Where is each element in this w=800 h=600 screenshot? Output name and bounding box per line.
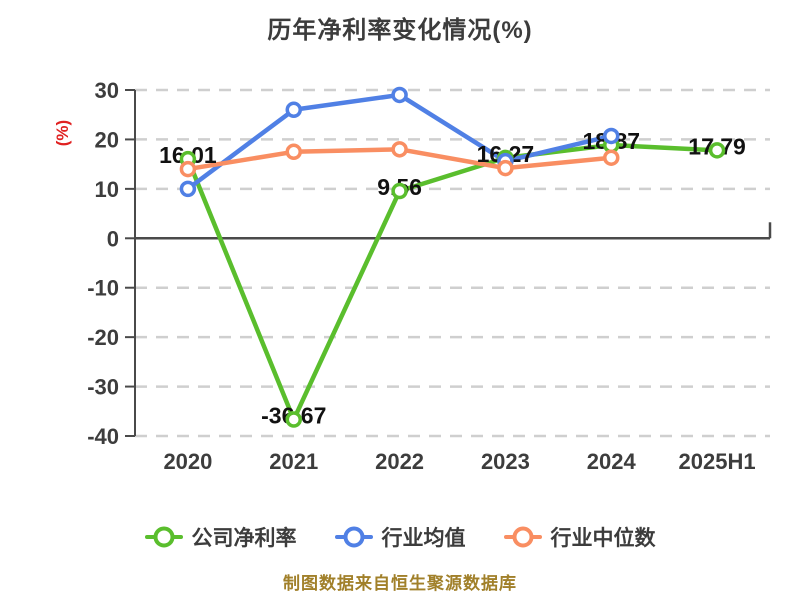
y-tick-label: -10 (87, 276, 119, 301)
industry-average-legend-marker-icon (334, 525, 373, 549)
legend-item-industry-median[interactable]: 行业中位数 (503, 522, 656, 552)
line-chart: (%) 30 20 10 0 -10 -20 -30 -40 2020 2021 2022 2023 2… (53, 78, 772, 474)
company-net-margin-legend-marker-icon (144, 525, 183, 549)
industry-average-point (285, 101, 302, 119)
x-tick-label: 2024 (587, 449, 637, 474)
y-tick-label: 10 (95, 177, 119, 202)
industry-median-point (391, 141, 408, 158)
y-tick-label: 20 (95, 127, 119, 152)
industry-median-point (497, 159, 514, 177)
y-tick-label: 30 (95, 78, 119, 103)
data-source-note: 制图数据来自恒生聚源数据库 (283, 574, 517, 593)
legend-label: 行业中位数 (550, 527, 656, 550)
legend-item-industry-average[interactable]: 行业均值 (334, 522, 466, 552)
x-tick-label: 2020 (163, 449, 212, 474)
chart-title: 历年净利率变化情况(%) (267, 17, 533, 44)
x-tick-label: 2021 (269, 449, 318, 474)
y-tick-label: -40 (87, 424, 119, 449)
x-tick-label: 2023 (481, 449, 530, 474)
y-tick-label: -30 (87, 375, 119, 400)
legend-label: 行业均值 (381, 527, 466, 550)
industry-median-point (603, 149, 620, 166)
x-tick-label: 2025H1 (679, 449, 756, 474)
chart-legend: 公司净利率 行业均值 行业中位数 (0, 522, 800, 552)
industry-median-legend-marker-icon (503, 525, 542, 549)
industry-median-point (285, 143, 302, 161)
x-tick-label: 2022 (375, 449, 424, 474)
y-tick-label: 0 (107, 226, 119, 251)
company-net-margin-line (185, 142, 720, 422)
y-axis-title: (%) (53, 120, 72, 146)
industry-median-point (179, 160, 197, 178)
legend-label: 公司净利率 (191, 527, 297, 550)
industry-average-point (179, 180, 197, 198)
legend-item-company-net-margin[interactable]: 公司净利率 (144, 522, 297, 552)
company-net-margin-point (708, 142, 726, 159)
industry-average-point (603, 127, 620, 145)
industry-average-point (391, 86, 408, 104)
y-tick-label: -20 (87, 325, 119, 350)
company-net-margin-point (285, 411, 302, 428)
company-net-margin-point (391, 182, 408, 200)
